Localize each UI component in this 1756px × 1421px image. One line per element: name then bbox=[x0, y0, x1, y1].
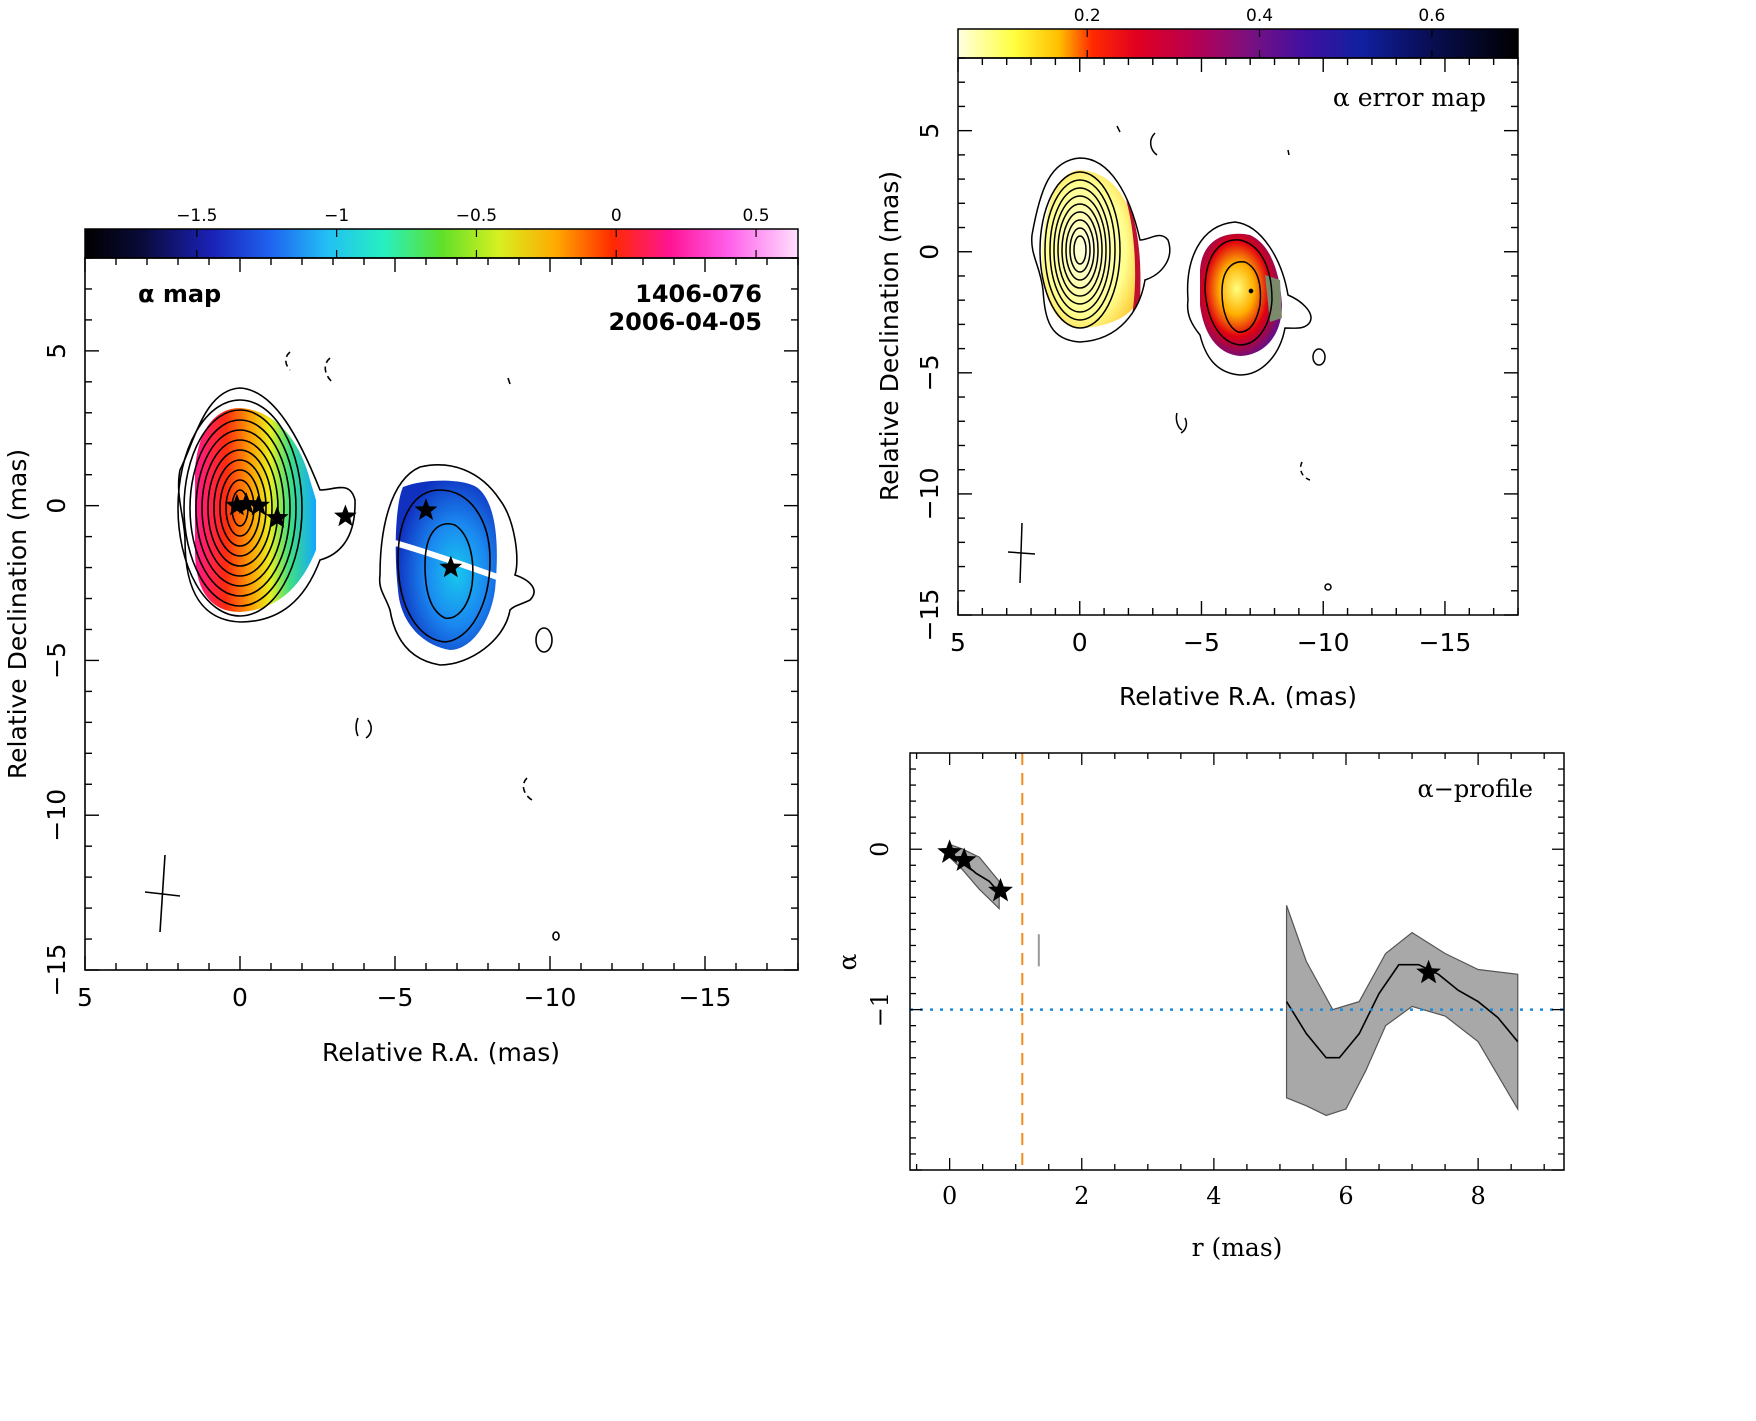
alpha-profile-axes: 0 2 4 6 8 0 −1 bbox=[866, 753, 1564, 1210]
x-tick-label: 5 bbox=[77, 983, 93, 1012]
alpha-map-xlabel: Relative R.A. (mas) bbox=[322, 1038, 560, 1067]
y-tick-label: −15 bbox=[42, 944, 71, 997]
y-tick-label: 0 bbox=[42, 498, 71, 514]
colorbar-tick-label: −0.5 bbox=[456, 206, 497, 226]
alpha-contours bbox=[177, 351, 560, 941]
error-core-edge bbox=[1126, 200, 1141, 315]
alpha-error-band bbox=[949, 843, 1000, 910]
star-marker bbox=[951, 847, 977, 871]
colorbar-tick-label: 0.5 bbox=[743, 206, 770, 226]
x-tick-label: −10 bbox=[1297, 628, 1350, 657]
y-tick-label: 5 bbox=[915, 123, 944, 139]
x-tick-label: 6 bbox=[1338, 1182, 1353, 1210]
colorbar-tick-label: 0.4 bbox=[1246, 6, 1273, 26]
x-tick-label: −5 bbox=[1183, 628, 1220, 657]
alpha-map-frame bbox=[84, 257, 799, 971]
alpha-error-panel: 0.2 0.4 0.6 bbox=[875, 6, 1519, 711]
star-marker bbox=[937, 839, 962, 863]
alpha-colorbar bbox=[84, 228, 799, 259]
alpha-profile-ylabel: α bbox=[833, 953, 862, 970]
alpha-map-source: 1406-076 bbox=[635, 280, 762, 308]
y-tick-label: 0 bbox=[915, 244, 944, 260]
error-jet-edge bbox=[1265, 275, 1282, 322]
x-tick-label: −10 bbox=[524, 983, 577, 1012]
star-marker bbox=[234, 492, 258, 514]
error-map-ylabel: Relative Declination (mas) bbox=[875, 171, 904, 501]
alpha-profile-line bbox=[1285, 963, 1519, 1059]
colorbar-tick-label: 0.6 bbox=[1418, 6, 1445, 26]
error-contours bbox=[1031, 125, 1332, 591]
alpha-profile-panel: 0 2 4 6 8 0 −1 α−profile r (mas) α bbox=[833, 752, 1565, 1262]
y-tick-label: −5 bbox=[42, 642, 71, 679]
alpha-map-date: 2006-04-05 bbox=[608, 308, 762, 336]
alpha-map-title: α map bbox=[138, 280, 221, 308]
alpha-map-stars bbox=[225, 492, 463, 578]
star-marker bbox=[988, 877, 1013, 902]
colorbar-tick-label: −1 bbox=[324, 206, 349, 226]
error-jet-region bbox=[1200, 233, 1282, 356]
error-map-xlabel: Relative R.A. (mas) bbox=[1119, 682, 1357, 711]
error-colorbar-ticks: 0.2 0.4 0.6 bbox=[1074, 6, 1445, 58]
x-tick-label: −15 bbox=[679, 983, 732, 1012]
y-tick-label: −10 bbox=[42, 789, 71, 842]
x-tick-label: −15 bbox=[1419, 628, 1472, 657]
alpha-profile-plot bbox=[910, 753, 1564, 1170]
x-tick-label: 5 bbox=[950, 628, 966, 657]
x-tick-label: −5 bbox=[377, 983, 414, 1012]
x-tick-label: 0 bbox=[942, 1182, 957, 1210]
star-marker bbox=[265, 506, 289, 528]
error-map-title: α error map bbox=[1333, 83, 1486, 112]
x-tick-label: 0 bbox=[1072, 628, 1088, 657]
alpha-map-ylabel: Relative Declination (mas) bbox=[3, 449, 32, 779]
alpha-colorbar-ticks: −1.5 −1 −0.5 0 0.5 bbox=[176, 206, 770, 258]
star-marker bbox=[247, 493, 270, 516]
error-colorbar bbox=[957, 28, 1519, 59]
alpha-beam-marker bbox=[144, 854, 181, 933]
alpha-profile-frame bbox=[909, 752, 1565, 1171]
colorbar-tick-label: 0.2 bbox=[1074, 6, 1101, 26]
error-map-image bbox=[1007, 125, 1332, 591]
y-tick-label: −10 bbox=[915, 468, 944, 521]
colorbar-tick-label: −1.5 bbox=[176, 206, 217, 226]
star-marker bbox=[334, 504, 357, 527]
alpha-map-image bbox=[144, 351, 560, 941]
y-tick-label: 0 bbox=[866, 842, 894, 857]
alpha-map-panel: −1.5 −1 −0.5 0 0.5 bbox=[3, 206, 799, 1067]
star-marker bbox=[1416, 959, 1441, 984]
error-map-frame bbox=[957, 57, 1519, 616]
x-tick-label: 0 bbox=[232, 983, 248, 1012]
x-tick-label: 8 bbox=[1470, 1182, 1485, 1210]
star-marker bbox=[439, 555, 463, 578]
y-tick-label: −1 bbox=[866, 992, 894, 1027]
x-tick-label: 2 bbox=[1074, 1182, 1089, 1210]
x-tick-label: 4 bbox=[1206, 1182, 1221, 1210]
alpha-profile-title: α−profile bbox=[1418, 775, 1534, 803]
error-beam-marker bbox=[1007, 522, 1036, 584]
y-tick-label: −15 bbox=[915, 589, 944, 642]
alpha-profile-xlabel: r (mas) bbox=[1192, 1233, 1283, 1262]
alpha-ridge-line bbox=[394, 540, 502, 581]
y-tick-label: −5 bbox=[915, 354, 944, 391]
star-marker bbox=[225, 493, 249, 516]
colorbar-tick-label: 0 bbox=[611, 206, 622, 226]
star-marker bbox=[414, 498, 438, 520]
y-tick-label: 5 bbox=[42, 343, 71, 359]
